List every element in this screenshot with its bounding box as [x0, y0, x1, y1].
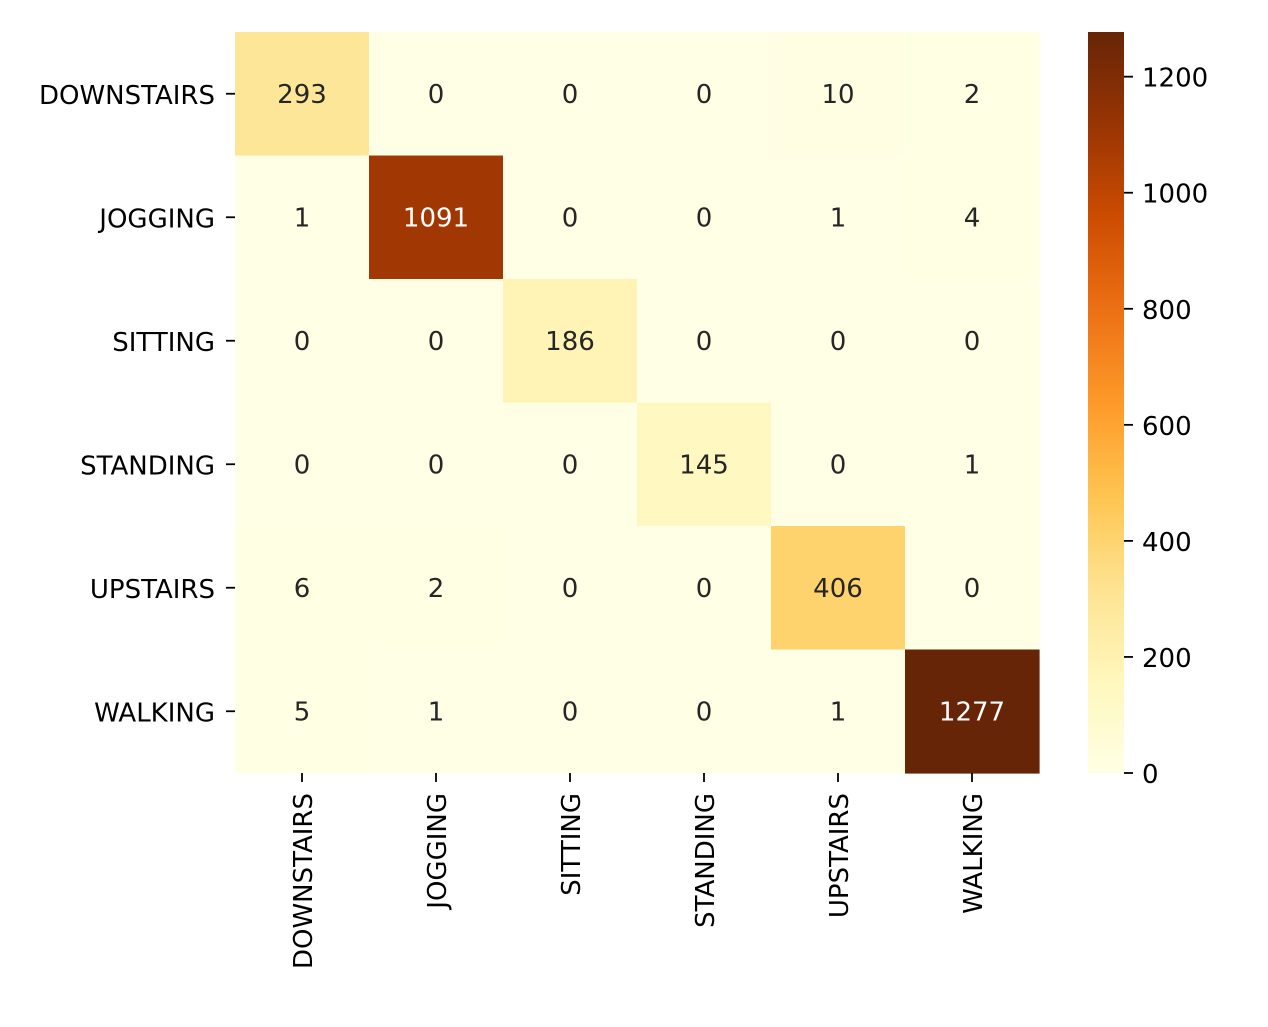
heatmap-cell [771, 649, 906, 774]
cell-value-label: 0 [428, 327, 445, 357]
cell-value-label: 5 [294, 697, 311, 727]
heatmap-cell [637, 402, 772, 527]
heatmap-cell [369, 32, 504, 157]
heatmap-cell [637, 32, 772, 157]
heatmap-cell [905, 32, 1040, 157]
heatmap-cell [235, 649, 370, 774]
x-tick-label: DOWNSTAIRS [289, 793, 319, 969]
cell-value-label: 0 [964, 574, 981, 604]
colorbar-tick-label: 600 [1142, 412, 1192, 442]
cell-value-label: 0 [562, 80, 579, 110]
heatmap-cell [369, 526, 504, 651]
colorbar-gradient [1088, 32, 1124, 773]
colorbar-tick-label: 200 [1142, 644, 1192, 674]
heatmap-cell [503, 155, 638, 280]
cell-value-label: 0 [428, 450, 445, 480]
y-tick-label: UPSTAIRS [90, 575, 215, 605]
heatmap-cell [905, 649, 1040, 774]
cell-value-label: 0 [428, 80, 445, 110]
heatmap-cell [235, 155, 370, 280]
cell-value-label: 0 [562, 450, 579, 480]
heatmap-cell [771, 402, 906, 527]
heatmap-cell [771, 526, 906, 651]
heatmap-cell [235, 279, 370, 404]
cell-value-label: 0 [830, 450, 847, 480]
cell-value-label: 293 [277, 80, 327, 110]
heatmap-cell [235, 402, 370, 527]
y-tick-label: SITTING [112, 328, 215, 358]
heatmap-cell [369, 155, 504, 280]
y-tick-label: DOWNSTAIRS [39, 81, 215, 111]
cell-value-label: 1277 [939, 697, 1005, 727]
cell-value-label: 1 [830, 203, 847, 233]
heatmap-cell [905, 402, 1040, 527]
colorbar-tick-label: 1000 [1142, 180, 1208, 210]
heatmap-cell [235, 526, 370, 651]
y-tick-label: STANDING [80, 451, 215, 481]
cell-value-label: 0 [696, 203, 713, 233]
y-axis: DOWNSTAIRS JOGGING SITTING STANDING UPSTAIRS… [39, 81, 235, 728]
cell-value-label: 406 [813, 574, 863, 604]
y-tick-label: JOGGING [97, 204, 215, 234]
x-tick-label: JOGGING [423, 793, 453, 911]
x-tick-label: UPSTAIRS [825, 793, 855, 918]
colorbar-tick-label: 1200 [1142, 64, 1208, 94]
colorbar-tick-label: 800 [1142, 296, 1192, 326]
heatmap: 293 0 0 0 10 21 1091 0 0 1 40 0 186 0 0 00 0 0 145 0 16 2 0 0 40… [235, 32, 1040, 774]
cell-value-label: 1091 [403, 203, 469, 233]
heatmap-cell [637, 649, 772, 774]
x-tick-label: SITTING [557, 793, 587, 896]
cell-value-label: 0 [830, 327, 847, 357]
heatmap-cell [771, 279, 906, 404]
cell-value-label: 186 [545, 327, 595, 357]
heatmap-cell [503, 402, 638, 527]
cell-value-label: 0 [964, 327, 981, 357]
x-tick-label: STANDING [691, 793, 721, 928]
cell-value-label: 10 [821, 80, 854, 110]
heatmap-cell [503, 32, 638, 157]
heatmap-cell [503, 279, 638, 404]
colorbar: 0 200 400 600 800 1000 1200 [1088, 32, 1208, 790]
heatmap-cell [905, 279, 1040, 404]
heatmap-cell [369, 649, 504, 774]
x-axis: DOWNSTAIRS JOGGING SITTING STANDING UPSTAIRS… [289, 773, 989, 969]
y-tick-label: WALKING [94, 698, 215, 728]
cell-value-label: 2 [428, 574, 445, 604]
cell-value-label: 2 [964, 80, 981, 110]
cell-value-label: 0 [696, 80, 713, 110]
heatmap-cell [503, 526, 638, 651]
heatmap-cell [369, 402, 504, 527]
cell-value-label: 1 [294, 203, 311, 233]
cell-value-label: 0 [562, 697, 579, 727]
cell-value-label: 0 [294, 327, 311, 357]
cell-value-label: 0 [562, 574, 579, 604]
cell-value-label: 0 [696, 697, 713, 727]
cell-value-label: 0 [696, 574, 713, 604]
cell-value-label: 145 [679, 450, 729, 480]
heatmap-cell [905, 155, 1040, 280]
colorbar-tick-label: 0 [1142, 760, 1159, 790]
heatmap-cell [771, 32, 906, 157]
cell-value-label: 0 [294, 450, 311, 480]
heatmap-cell [637, 155, 772, 280]
cell-value-label: 1 [964, 450, 981, 480]
heatmap-cell [637, 279, 772, 404]
heatmap-cell [503, 649, 638, 774]
cell-value-label: 0 [562, 203, 579, 233]
cell-value-label: 4 [964, 203, 981, 233]
heatmap-cell [637, 526, 772, 651]
cell-value-label: 0 [696, 327, 713, 357]
cell-value-label: 1 [428, 697, 445, 727]
cell-value-label: 1 [830, 697, 847, 727]
heatmap-cell [235, 32, 370, 157]
heatmap-cell [771, 155, 906, 280]
x-tick-label: WALKING [959, 793, 989, 914]
heatmap-cell [905, 526, 1040, 651]
heatmap-cell [369, 279, 504, 404]
cell-value-label: 6 [294, 574, 311, 604]
colorbar-tick-label: 400 [1142, 528, 1192, 558]
